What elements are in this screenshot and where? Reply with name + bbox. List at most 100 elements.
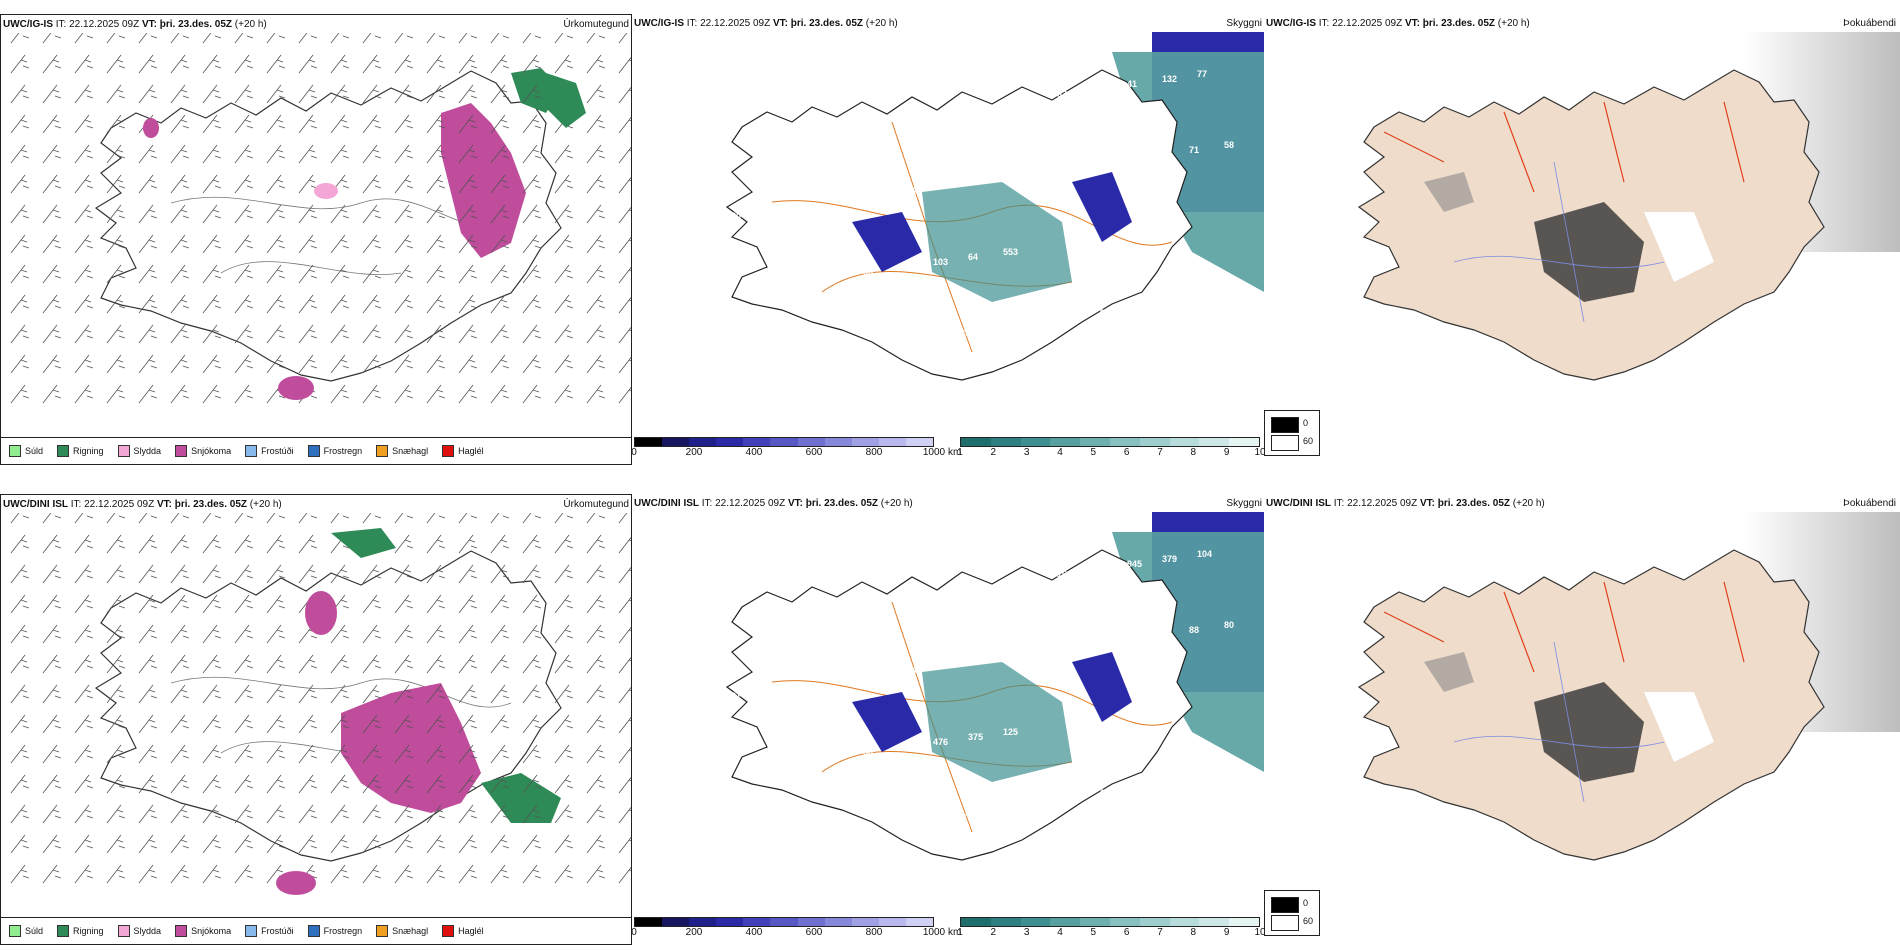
- scale-color-step: [743, 918, 771, 926]
- scale-color-step: [1020, 438, 1051, 446]
- cloud-base-label: 99: [712, 64, 722, 74]
- legend-swatch: [117, 925, 130, 937]
- panel-header: UWC/IG-IS IT: 22.12.2025 09Z VT: þri. 23…: [3, 19, 267, 30]
- panel-title: Skyggni: [1226, 18, 1262, 29]
- cloud-base-label: 50: [1154, 630, 1164, 640]
- legend-label: Snjókoma: [191, 446, 232, 456]
- legend-label: Súld: [25, 446, 44, 456]
- panel-title: Skyggni: [1226, 498, 1262, 509]
- panel-title: Þokuábendi: [1843, 498, 1896, 509]
- cloud-base-label: 45: [801, 681, 811, 691]
- scale-tick-label: 400: [745, 447, 763, 458]
- scale-tick-label: 3: [1023, 927, 1030, 938]
- cloud-base-label: 71: [739, 135, 749, 145]
- legend-swatch: [9, 925, 21, 937]
- scale-color-step: [1169, 438, 1200, 446]
- legend-item: Frostúði: [245, 925, 294, 937]
- legend-item: Súld: [9, 445, 43, 457]
- fog-legend-row2: 0 60: [1264, 890, 1320, 936]
- cloud-base-label: 375: [968, 732, 983, 742]
- cloud-base-label: 96: [863, 267, 873, 277]
- legend-item: Rigning: [57, 445, 104, 457]
- precip-panel-row1: UWC/IG-IS IT: 22.12.2025 09Z VT: þri. 23…: [0, 14, 632, 465]
- legend-swatch: [307, 925, 320, 937]
- fog-legend-dark-label: 0: [1303, 418, 1309, 428]
- scale-tick-label: 800: [865, 447, 883, 458]
- cloud-base-label: 104: [1197, 549, 1212, 559]
- scale-color-step: [1080, 918, 1110, 926]
- fog-legend-row1: 0 60: [1264, 410, 1320, 456]
- legend-swatch: [376, 445, 389, 457]
- legend-swatch: [117, 445, 130, 457]
- fog-legend-light-label: 60: [1303, 916, 1314, 926]
- scale-color-bar: [634, 437, 934, 447]
- height-scale-m: m02004006008001000: [632, 917, 945, 939]
- panel-header: UWC/DINI ISL IT: 22.12.2025 09Z VT: þri.…: [3, 499, 282, 510]
- fog-legend-dark-label: 0: [1303, 898, 1309, 908]
- cloud-base-label: 80: [1224, 620, 1234, 630]
- fog-panel-row1: UWC/IG-IS IT: 22.12.2025 09Z VT: þri. 23…: [1264, 14, 1900, 465]
- cloud-base-label: 379: [1162, 554, 1177, 564]
- cloud-base-label: 96: [809, 605, 819, 615]
- cloud-base-label: 133: [960, 808, 975, 818]
- legend-swatch: [442, 925, 455, 937]
- fog-map: [1357, 32, 1900, 381]
- scale-color-step: [689, 438, 717, 446]
- legend-label: Súld: [25, 926, 44, 936]
- scale-tick-label: 9: [1223, 447, 1230, 458]
- scale-tick-label: 1: [957, 927, 963, 938]
- scale-tick-label: 7: [1157, 927, 1163, 938]
- fog-panel-row2: UWC/DINI ISL IT: 22.12.2025 09Z VT: þri.…: [1264, 494, 1900, 945]
- legend-label: Frostregn: [323, 926, 363, 936]
- legend-label: Slydda: [133, 446, 162, 456]
- legend-label: Frostúði: [261, 446, 294, 456]
- panel-header: UWC/DINI ISL IT: 22.12.2025 09Z VT: þri.…: [634, 498, 913, 509]
- scale-tick-label: 200: [685, 447, 703, 458]
- scale-tick-label: 600: [805, 927, 823, 938]
- cloud-base-label: 125: [1003, 727, 1018, 737]
- cloud-base-label: 41: [1127, 79, 1137, 89]
- cloud-base-label: 553: [1003, 247, 1018, 257]
- height-scale-m: m02004006008001000: [632, 437, 945, 459]
- scale-color-step: [1169, 918, 1200, 926]
- scale-color-step: [878, 918, 906, 926]
- legend-swatch: [9, 445, 21, 457]
- cloud-base-label: 88: [1189, 625, 1199, 635]
- panel-header: UWC/IG-IS IT: 22.12.2025 09Z VT: þri. 23…: [634, 18, 898, 29]
- cloud-base-label: 162: [906, 186, 921, 196]
- cloud-base-label: 797: [836, 676, 851, 686]
- scale-tick-label: 8: [1190, 927, 1197, 938]
- fog-map: [1357, 512, 1900, 861]
- cloud-base-label: 77: [766, 206, 776, 216]
- scale-tick-label: 10: [1254, 927, 1264, 938]
- panel-header: UWC/DINI ISL IT: 22.12.2025 09Z VT: þri.…: [1266, 498, 1545, 509]
- scale-tick-label: 200: [685, 927, 703, 938]
- scale-tick-label: 2: [990, 927, 997, 938]
- scale-color-bar: [960, 437, 1260, 447]
- scale-color-step: [635, 918, 663, 926]
- scale-color-bar: [634, 917, 934, 927]
- scale-color-step: [990, 438, 1021, 446]
- scale-color-step: [1229, 918, 1259, 926]
- cloud-base-label: 73: [898, 262, 908, 272]
- cloud-base-label: 88: [863, 747, 873, 757]
- legend-swatch: [442, 445, 455, 457]
- legend-item: Frostregn: [307, 925, 363, 937]
- legend-swatch: [175, 445, 188, 457]
- legend-label: Snjókoma: [191, 926, 232, 936]
- legend-label: Slydda: [133, 926, 162, 936]
- legend-label: Rigning: [73, 926, 104, 936]
- scale-tick-label: 8: [1190, 447, 1197, 458]
- scale-color-step: [1020, 918, 1051, 926]
- cloud-panel-row1: UWC/IG-IS IT: 22.12.2025 09Z VT: þri. 23…: [632, 14, 1264, 465]
- fog-legend-light-label: 60: [1303, 436, 1314, 446]
- legend-item: Slydda: [117, 925, 162, 937]
- panel-title: Þokuábendi: [1843, 18, 1896, 29]
- cloud-base-label: 71: [1189, 145, 1199, 155]
- scale-tick-label: 400: [745, 927, 763, 938]
- cloud-base-label: 78: [836, 196, 846, 206]
- cloud-base-label: 124: [1100, 788, 1115, 798]
- legend-item: Haglél: [442, 445, 484, 457]
- legend-swatch: [57, 445, 70, 457]
- legend-item: Frostúði: [245, 445, 294, 457]
